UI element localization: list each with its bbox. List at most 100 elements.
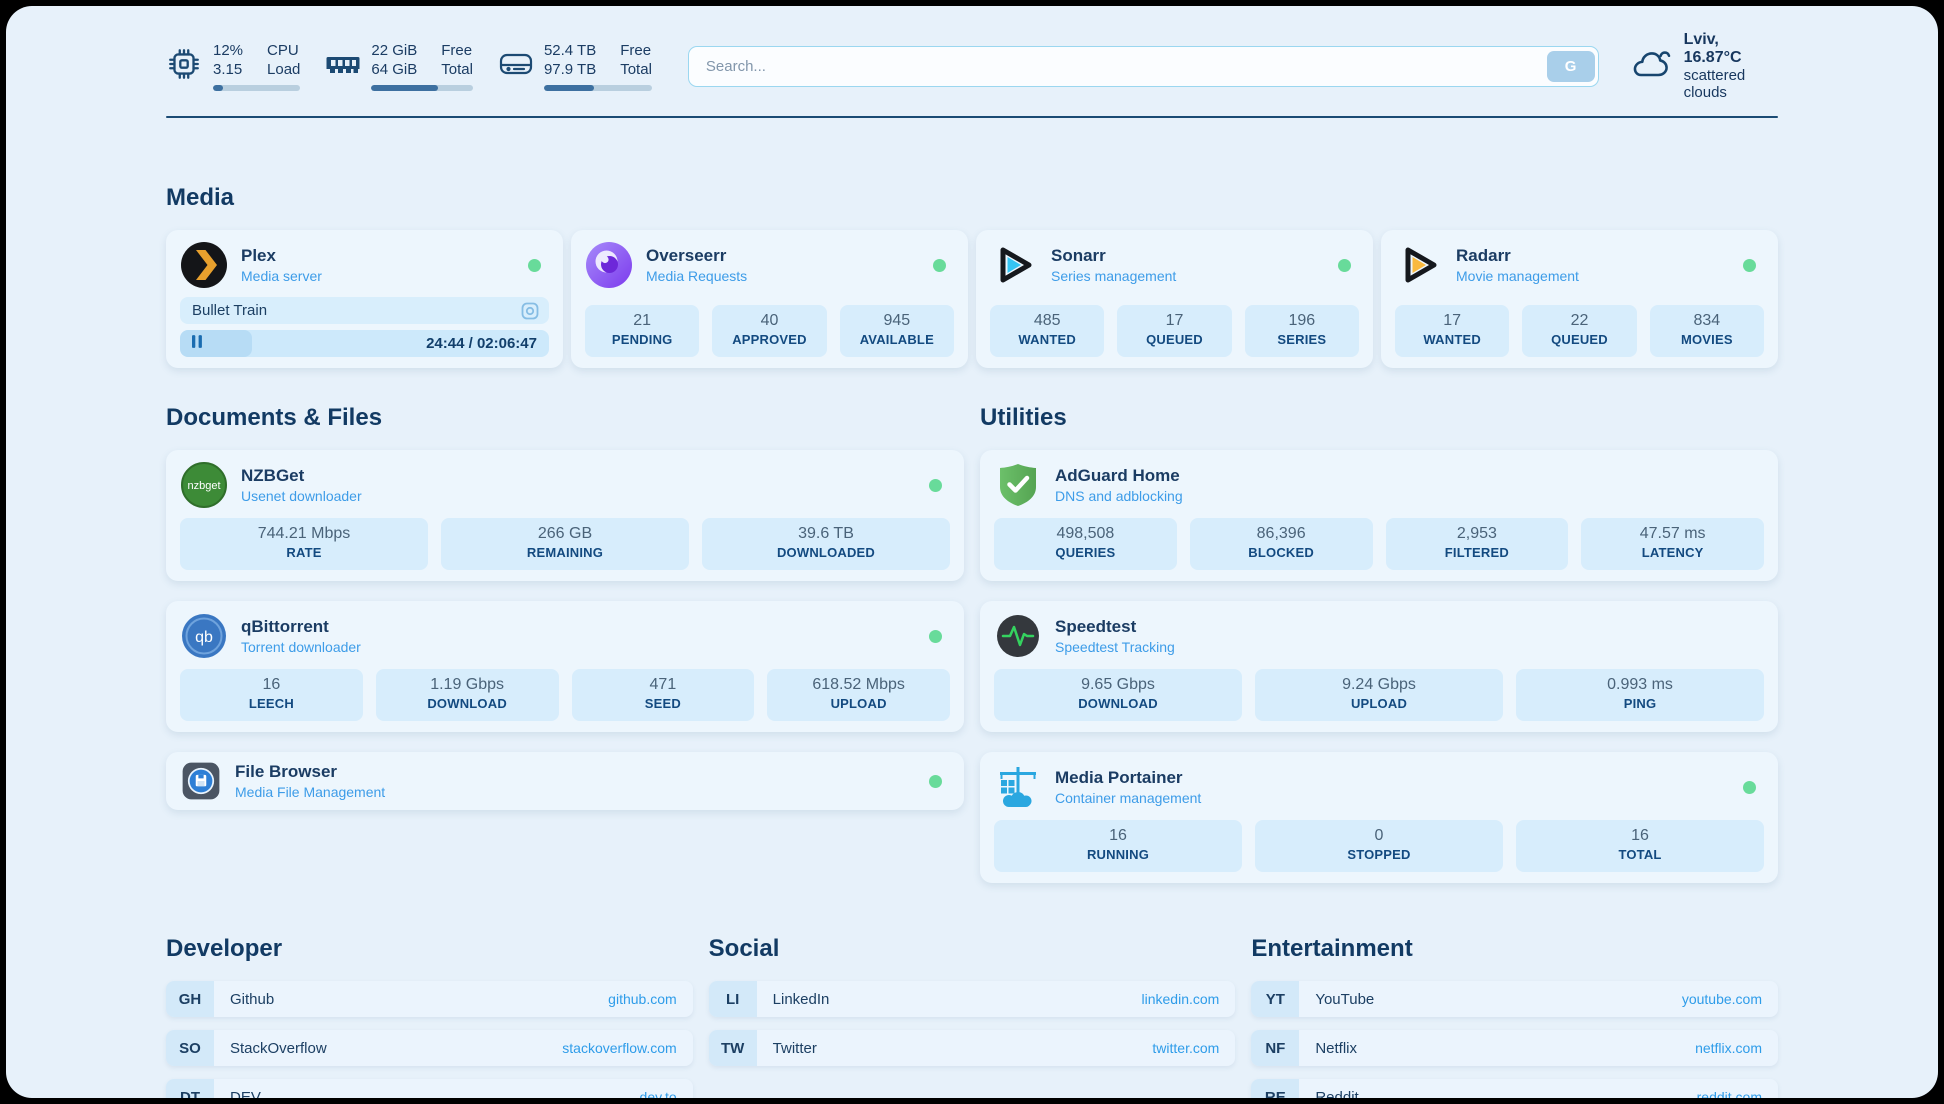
cpu-meter [213, 85, 301, 91]
portainer-card[interactable]: Media Portainer Container management 16 R… [980, 752, 1778, 883]
overseerr-card[interactable]: Overseerr Media Requests 21 PENDING 40 APP… [571, 230, 968, 368]
radarr-icon [1395, 241, 1443, 289]
section-entertainment: Entertainment YT YouTube youtube.com NF … [1251, 935, 1778, 1098]
section-media: Media Plex Media server Bullet Train [166, 184, 1778, 368]
radarr-card[interactable]: Radarr Movie management 17 WANTED 22 QUEUE… [1381, 230, 1778, 368]
search-input[interactable] [691, 57, 1547, 75]
app-subtitle: Media Requests [646, 268, 748, 284]
speedtest-card[interactable]: Speedtest Speedtest Tracking 9.65 Gbps DO… [980, 601, 1778, 732]
adguard-icon [994, 461, 1042, 509]
weather-location: Lviv, 16.87°C [1683, 31, 1742, 66]
ram-meter [371, 85, 473, 91]
link-netflix[interactable]: NF Netflix netflix.com [1251, 1030, 1778, 1066]
disk-total-value: 97.9 TB [543, 61, 597, 78]
plex-card[interactable]: Plex Media server Bullet Train [166, 230, 563, 368]
weather-widget: Lviv, 16.87°C scattered clouds [1629, 31, 1778, 101]
section-title-developer: Developer [166, 935, 283, 962]
section-utilities: Utilities AdGuard Home DNS and adblockin… [980, 404, 1778, 883]
disk-total-label: Total [620, 61, 652, 78]
app-subtitle: Media server [241, 268, 322, 284]
link-tag: YT [1251, 981, 1300, 1017]
stat-remaining: 266 GB REMAINING [441, 518, 689, 570]
status-dot [1338, 258, 1351, 272]
app-name: Overseerr [646, 246, 727, 265]
cloud-icon [1629, 47, 1673, 86]
stat-total: 16 TOTAL [1516, 820, 1764, 872]
stat-leech: 16 LEECH [180, 669, 363, 721]
filebrowser-icon [180, 760, 222, 802]
section-title-media: Media [166, 184, 235, 211]
app-name: NZBGet [241, 466, 305, 485]
stat-ping: 0.993 ms PING [1516, 669, 1764, 721]
now-playing-row: Bullet Train [180, 297, 549, 324]
stat-upload: 618.52 Mbps UPLOAD [767, 669, 950, 721]
stat-latency: 47.57 ms LATENCY [1581, 518, 1764, 570]
stat-available: 945 AVAILABLE [839, 305, 954, 357]
stat-queued: 17 QUEUED [1117, 305, 1232, 357]
nzbget-icon: nzbget [180, 461, 228, 509]
cpu-load-label: Load [267, 61, 301, 78]
stat-wanted: 485 WANTED [990, 305, 1105, 357]
adguard-card[interactable]: AdGuard Home DNS and adblocking 498,508 Q… [980, 450, 1778, 581]
app-name: Media Portainer [1055, 768, 1183, 787]
stat-approved: 40 APPROVED [712, 305, 827, 357]
link-tag: NF [1251, 1030, 1300, 1066]
app-name: Speedtest [1055, 617, 1137, 636]
section-title-social: Social [708, 935, 780, 962]
section-title-documents: Documents & Files [166, 404, 383, 431]
playback-progress-bar[interactable]: 24:44 / 02:06:47 [180, 330, 549, 357]
cpu-widget: 12% 3.15 CPU Load [166, 41, 301, 91]
stat-queries: 498,508 QUERIES [994, 518, 1177, 570]
disk-free-value: 52.4 TB [543, 42, 597, 59]
link-youtube[interactable]: YT YouTube youtube.com [1251, 981, 1778, 1017]
cpu-label: CPU [267, 42, 299, 59]
link-tag: TW [708, 1030, 757, 1066]
stat-rate: 744.21 Mbps RATE [180, 518, 428, 570]
sonarr-icon [990, 241, 1038, 289]
status-dot [929, 478, 942, 492]
nzbget-card[interactable]: nzbget NZBGet Usenet downloader 744.21 M… [166, 450, 964, 581]
section-documents: Documents & Files nzbget NZBGet Usenet d… [166, 404, 964, 810]
stat-download: 1.19 Gbps DOWNLOAD [375, 669, 559, 721]
app-name: Plex [241, 246, 276, 265]
search-engine-button[interactable]: G [1546, 50, 1595, 82]
link-linkedin[interactable]: LI LinkedIn linkedin.com [708, 981, 1236, 1017]
link-github[interactable]: GH Github github.com [166, 981, 693, 1017]
qbittorrent-card[interactable]: qb qBittorrent Torrent downloader 16 LEEC… [166, 601, 964, 732]
link-tag: GH [166, 981, 214, 1017]
status-dot [929, 774, 942, 788]
stat-wanted: 17 WANTED [1395, 305, 1510, 357]
stat-download: 9.65 Gbps DOWNLOAD [994, 669, 1242, 721]
app-name: Radarr [1456, 246, 1511, 265]
sonarr-card[interactable]: Sonarr Series management 485 WANTED 17 QUE… [976, 230, 1373, 368]
ram-total-value: 64 GiB [371, 61, 418, 78]
link-tag: SO [166, 1030, 214, 1066]
app-name: AdGuard Home [1055, 466, 1180, 485]
section-social: Social LI LinkedIn linkedin.com TW Twitt… [708, 935, 1236, 1098]
app-subtitle: Container management [1055, 790, 1202, 806]
status-dot [1743, 258, 1756, 272]
disk-free-label: Free [620, 42, 652, 59]
stat-series: 196 SERIES [1244, 305, 1359, 357]
app-subtitle: Media File Management [235, 784, 386, 800]
filebrowser-card[interactable]: File Browser Media File Management [166, 752, 964, 810]
stat-downloaded: 39.6 TB DOWNLOADED [702, 518, 950, 570]
link-dev[interactable]: DT DEV dev.to [166, 1079, 693, 1098]
app-name: File Browser [235, 762, 338, 781]
app-name: qBittorrent [241, 617, 329, 636]
pause-icon [192, 334, 203, 353]
plex-icon [180, 241, 228, 289]
stat-filtered: 2,953 FILTERED [1385, 518, 1569, 570]
link-twitter[interactable]: TW Twitter twitter.com [708, 1030, 1236, 1066]
section-title-entertainment: Entertainment [1251, 935, 1413, 962]
app-subtitle: Speedtest Tracking [1055, 639, 1175, 655]
app-subtitle: Torrent downloader [241, 639, 361, 655]
app-subtitle: Movie management [1456, 268, 1579, 284]
link-reddit[interactable]: RE Reddit reddit.com [1251, 1079, 1778, 1098]
topbar: 12% 3.15 CPU Load 22 GiB 64 GiB Free Total [166, 31, 1778, 101]
link-stackoverflow[interactable]: SO StackOverflow stackoverflow.com [166, 1030, 693, 1066]
app-subtitle: Series management [1051, 268, 1177, 284]
ram-icon [326, 51, 360, 82]
section-developer: Developer GH Github github.com SO StackO… [166, 935, 693, 1098]
session-detail-button[interactable] [520, 301, 540, 321]
